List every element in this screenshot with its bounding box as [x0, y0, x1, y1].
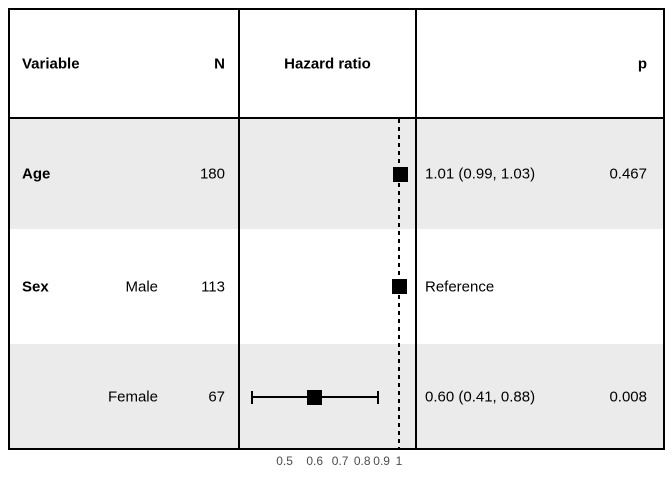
- table-row-sex-male: Sex Male 113 Reference: [8, 229, 665, 344]
- col-header-variable: Variable: [22, 55, 80, 72]
- row-level-label: Female: [107, 388, 158, 406]
- x-axis-tick-label: 0.6: [306, 454, 324, 468]
- row-n-value: 67: [208, 388, 225, 406]
- x-axis-tick-label: 0.8: [353, 454, 371, 468]
- row-n-value: 113: [201, 278, 225, 295]
- x-axis-tick-label: 0.5: [276, 454, 293, 468]
- row-estimate-label: Reference: [425, 278, 495, 295]
- table-row-age: Age 180 1.01 (0.99, 1.03) 0.467: [8, 119, 665, 229]
- row-estimate-label: 0.60 (0.41, 0.88): [425, 388, 536, 406]
- row-variable-label: Age: [22, 165, 51, 183]
- row-p-value: 0.008: [609, 388, 647, 406]
- table-row-sex-female: Female 67 0.60 (0.41, 0.88) 0.008: [8, 344, 665, 450]
- col-header-p: p: [637, 55, 647, 72]
- column-divider-1: [238, 8, 240, 450]
- row-n-value: 180: [199, 165, 225, 183]
- header-separator-line: [8, 117, 665, 119]
- row-level-label: Male: [125, 278, 158, 295]
- row-variable-label: Sex: [22, 278, 49, 295]
- x-axis-tick-label: 1: [395, 454, 403, 468]
- col-header-n: N: [214, 55, 225, 72]
- x-axis-tick-label: 0.7: [331, 454, 349, 468]
- header-row: Variable N Hazard ratio p: [8, 8, 665, 119]
- x-axis-tick-label: 0.9: [373, 454, 390, 468]
- row-p-value: 0.467: [609, 165, 647, 183]
- row-estimate-label: 1.01 (0.99, 1.03): [425, 165, 536, 183]
- col-header-hazard-ratio: Hazard ratio: [284, 55, 371, 72]
- column-divider-2: [415, 8, 417, 450]
